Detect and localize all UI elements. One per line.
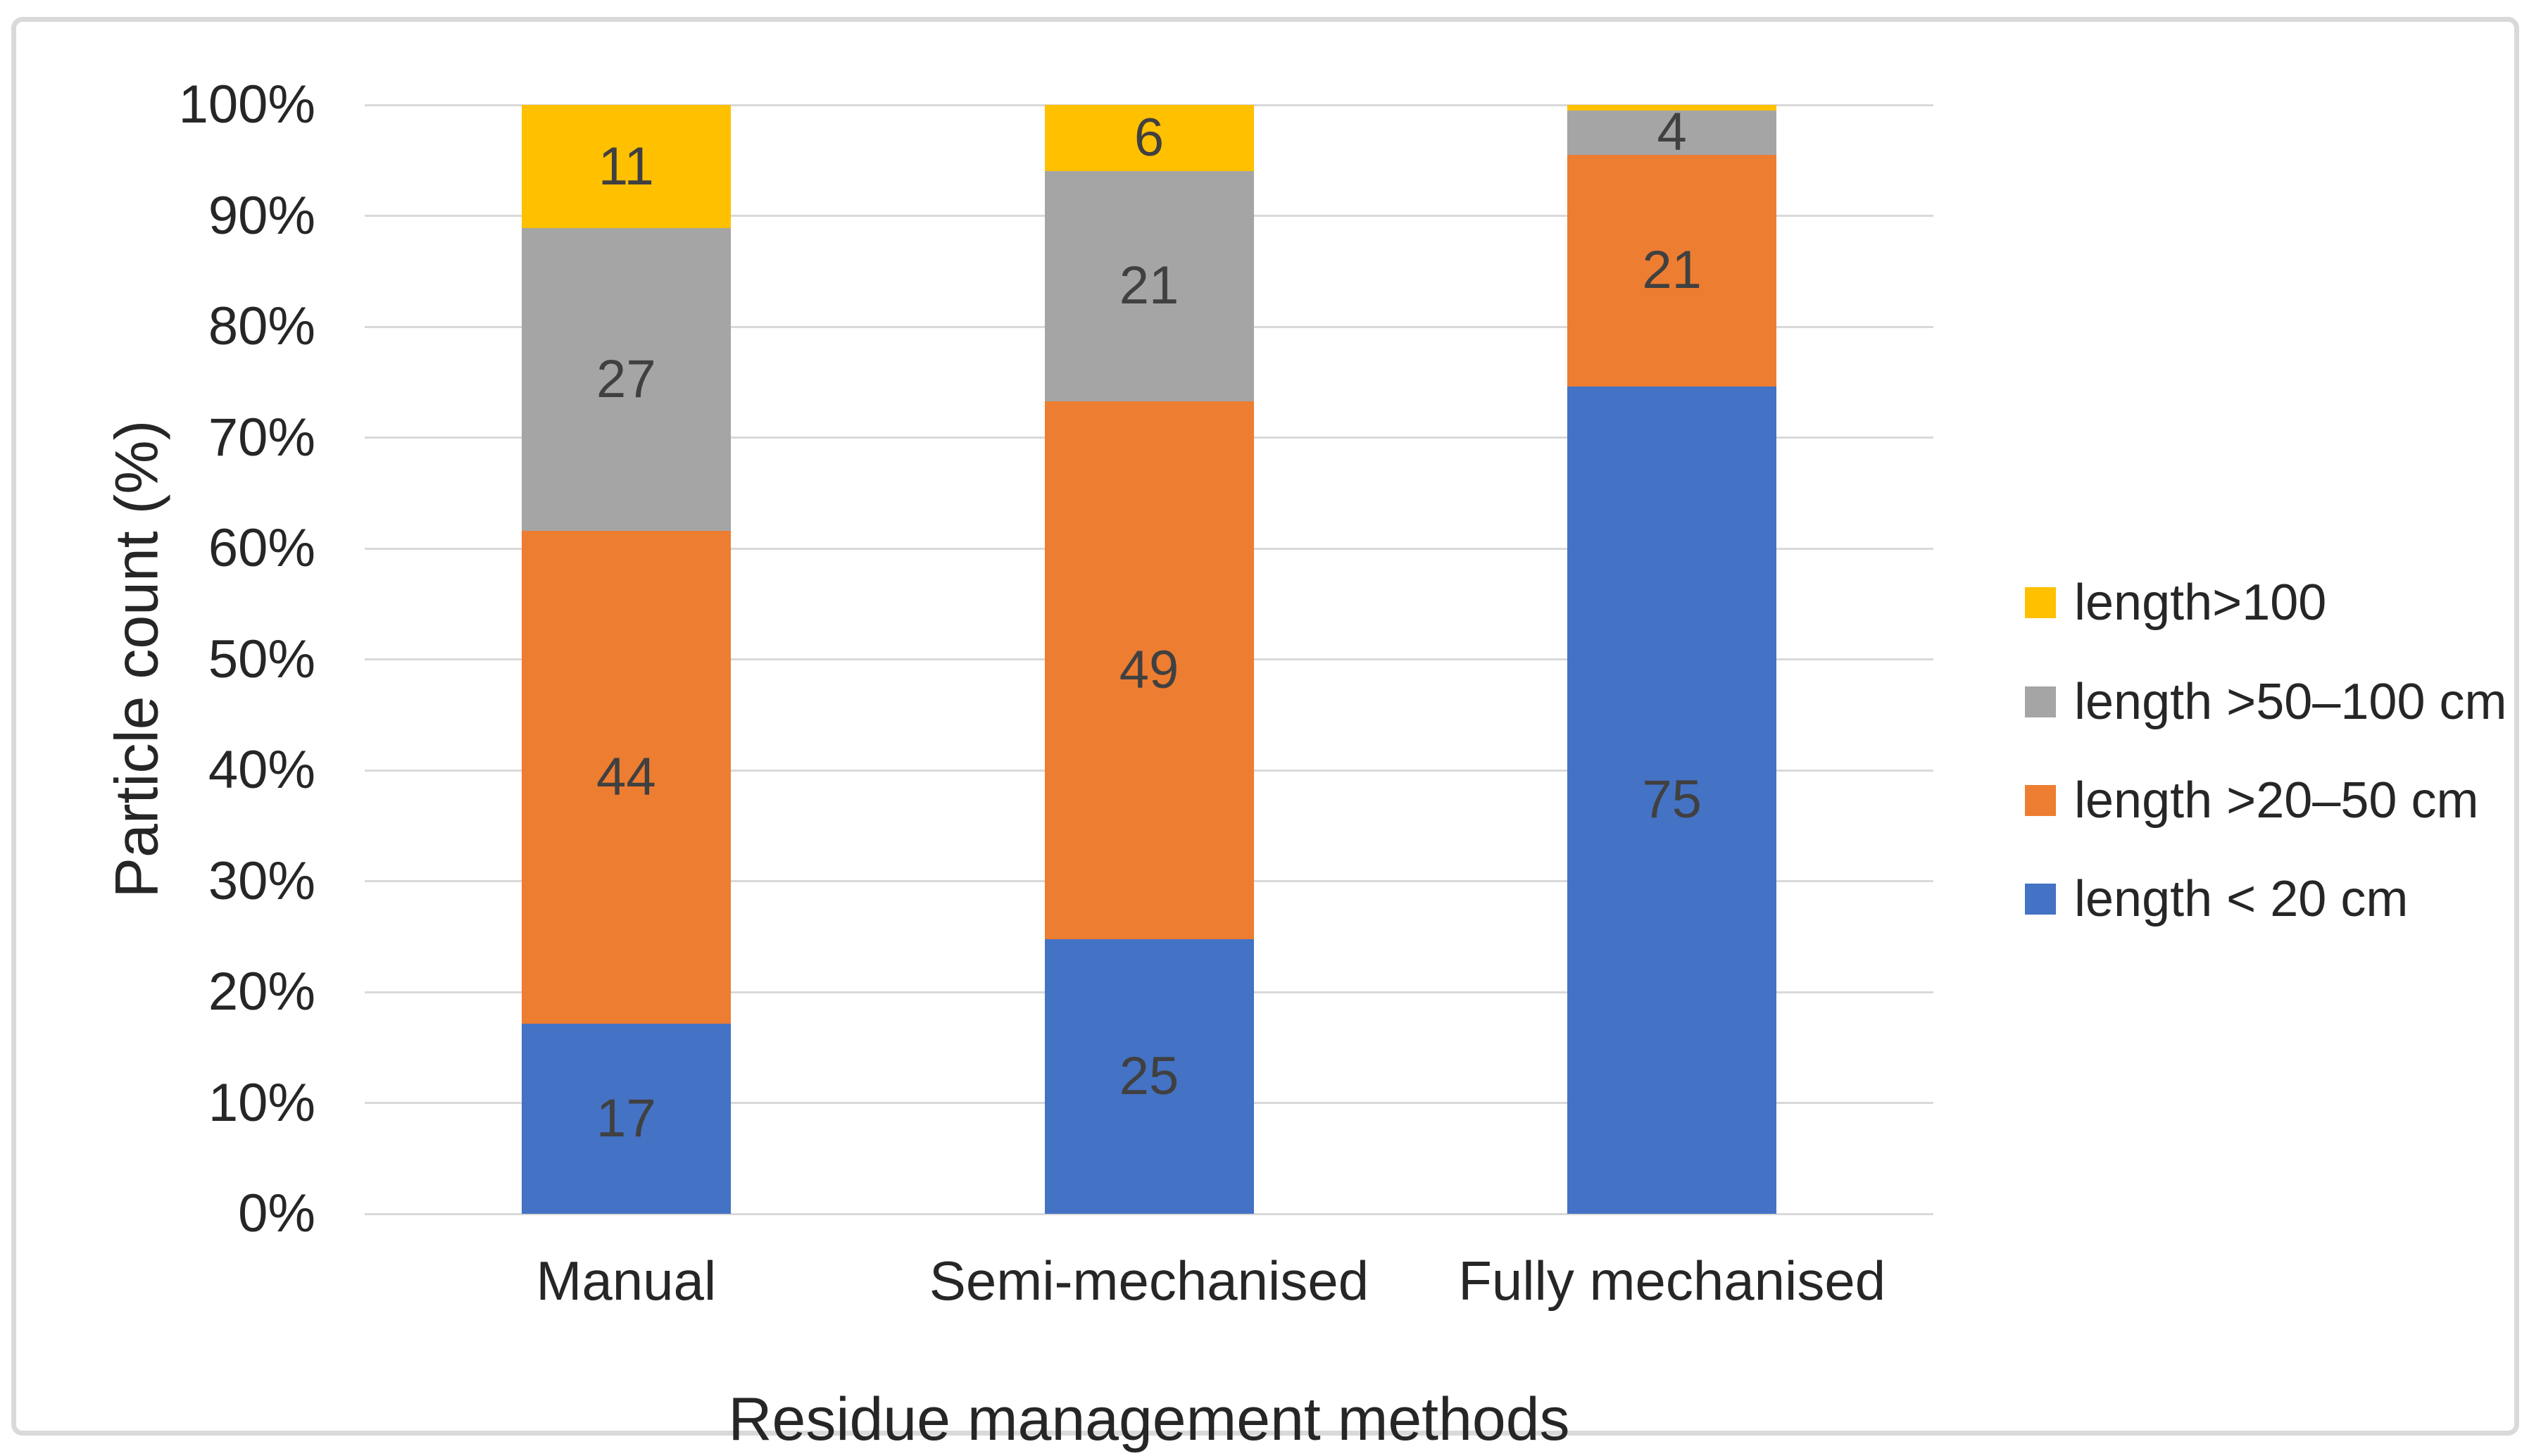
category-label: Manual bbox=[536, 1250, 717, 1312]
data-label: 11 bbox=[598, 136, 654, 196]
figure-frame: 17 44 27 11 25 49 21 6 75 21 4 0% 10% 20% 30% 40% 50% 60… bbox=[11, 17, 2519, 1453]
stacked-bar-manual: 17 44 27 11 bbox=[521, 105, 731, 1214]
legend-swatch-icon bbox=[2025, 884, 2056, 915]
data-label: 4 bbox=[1657, 102, 1687, 163]
bar-segment: 4 bbox=[1567, 106, 1777, 159]
bar-segment: 27 bbox=[521, 228, 731, 531]
chart-legend: length>100 length >50–100 cm length >20–50… bbox=[2025, 22, 2532, 1431]
bar-segment: 17 bbox=[521, 1023, 731, 1214]
data-label: 6 bbox=[1134, 107, 1165, 168]
category-label: Semi-mechanised bbox=[929, 1250, 1369, 1312]
legend-label: length>100 bbox=[2074, 575, 2327, 631]
bar-segment: 11 bbox=[521, 105, 731, 228]
data-label: 49 bbox=[1119, 640, 1179, 701]
bar-segment: 21 bbox=[1044, 170, 1254, 402]
category-label: Fully mechanised bbox=[1458, 1250, 1886, 1312]
y-tick-label: 60% bbox=[208, 518, 315, 578]
x-axis-title: Residue management methods bbox=[728, 1386, 1570, 1453]
data-label: 17 bbox=[596, 1088, 656, 1148]
stacked-bar-fully-mechanised: 75 21 4 bbox=[1567, 105, 1777, 1214]
data-label: 25 bbox=[1119, 1046, 1179, 1107]
data-label: 75 bbox=[1642, 770, 1702, 830]
y-tick-label: 90% bbox=[208, 185, 315, 246]
legend-item: length>100 bbox=[2025, 577, 2326, 629]
data-label: 27 bbox=[596, 349, 656, 409]
y-tick-label: 50% bbox=[208, 629, 315, 689]
y-axis-title: Particle count (%) bbox=[103, 420, 171, 898]
bar-segment: 6 bbox=[1044, 105, 1254, 171]
bar-segment: 75 bbox=[1567, 386, 1777, 1214]
bar-segment: 25 bbox=[1044, 939, 1254, 1214]
data-label: 21 bbox=[1119, 256, 1179, 316]
legend-swatch-icon bbox=[2025, 587, 2056, 618]
y-tick-label: 40% bbox=[208, 740, 315, 800]
legend-swatch-icon bbox=[2025, 686, 2056, 717]
legend-swatch-icon bbox=[2025, 785, 2056, 816]
legend-item: length < 20 cm bbox=[2025, 873, 2408, 925]
gridline bbox=[365, 103, 1933, 106]
bar-segment: 49 bbox=[1044, 401, 1254, 940]
legend-label: length < 20 cm bbox=[2074, 871, 2409, 927]
legend-item: length >20–50 cm bbox=[2025, 774, 2478, 827]
y-tick-label: 70% bbox=[208, 407, 315, 467]
y-tick-label: 80% bbox=[208, 296, 315, 356]
stacked-bar-semi-mechanised: 25 49 21 6 bbox=[1044, 105, 1254, 1214]
y-tick-label: 10% bbox=[208, 1072, 315, 1133]
bar-segment: 44 bbox=[521, 530, 731, 1024]
y-tick-label: 0% bbox=[238, 1184, 315, 1243]
data-label: 21 bbox=[1642, 240, 1702, 301]
plot-area: 17 44 27 11 25 49 21 6 75 21 4 bbox=[365, 103, 1933, 1215]
data-label: 44 bbox=[596, 746, 656, 807]
bar-segment: 21 bbox=[1567, 154, 1777, 387]
y-tick-label: 20% bbox=[208, 962, 315, 1022]
bar-segment bbox=[1567, 105, 1777, 111]
y-tick-label: 100% bbox=[178, 75, 315, 134]
y-tick-label: 30% bbox=[208, 851, 315, 911]
gridline bbox=[365, 1212, 1933, 1215]
legend-label: length >20–50 cm bbox=[2074, 772, 2479, 829]
legend-item: length >50–100 cm bbox=[2025, 676, 2507, 728]
legend-label: length >50–100 cm bbox=[2074, 674, 2507, 730]
